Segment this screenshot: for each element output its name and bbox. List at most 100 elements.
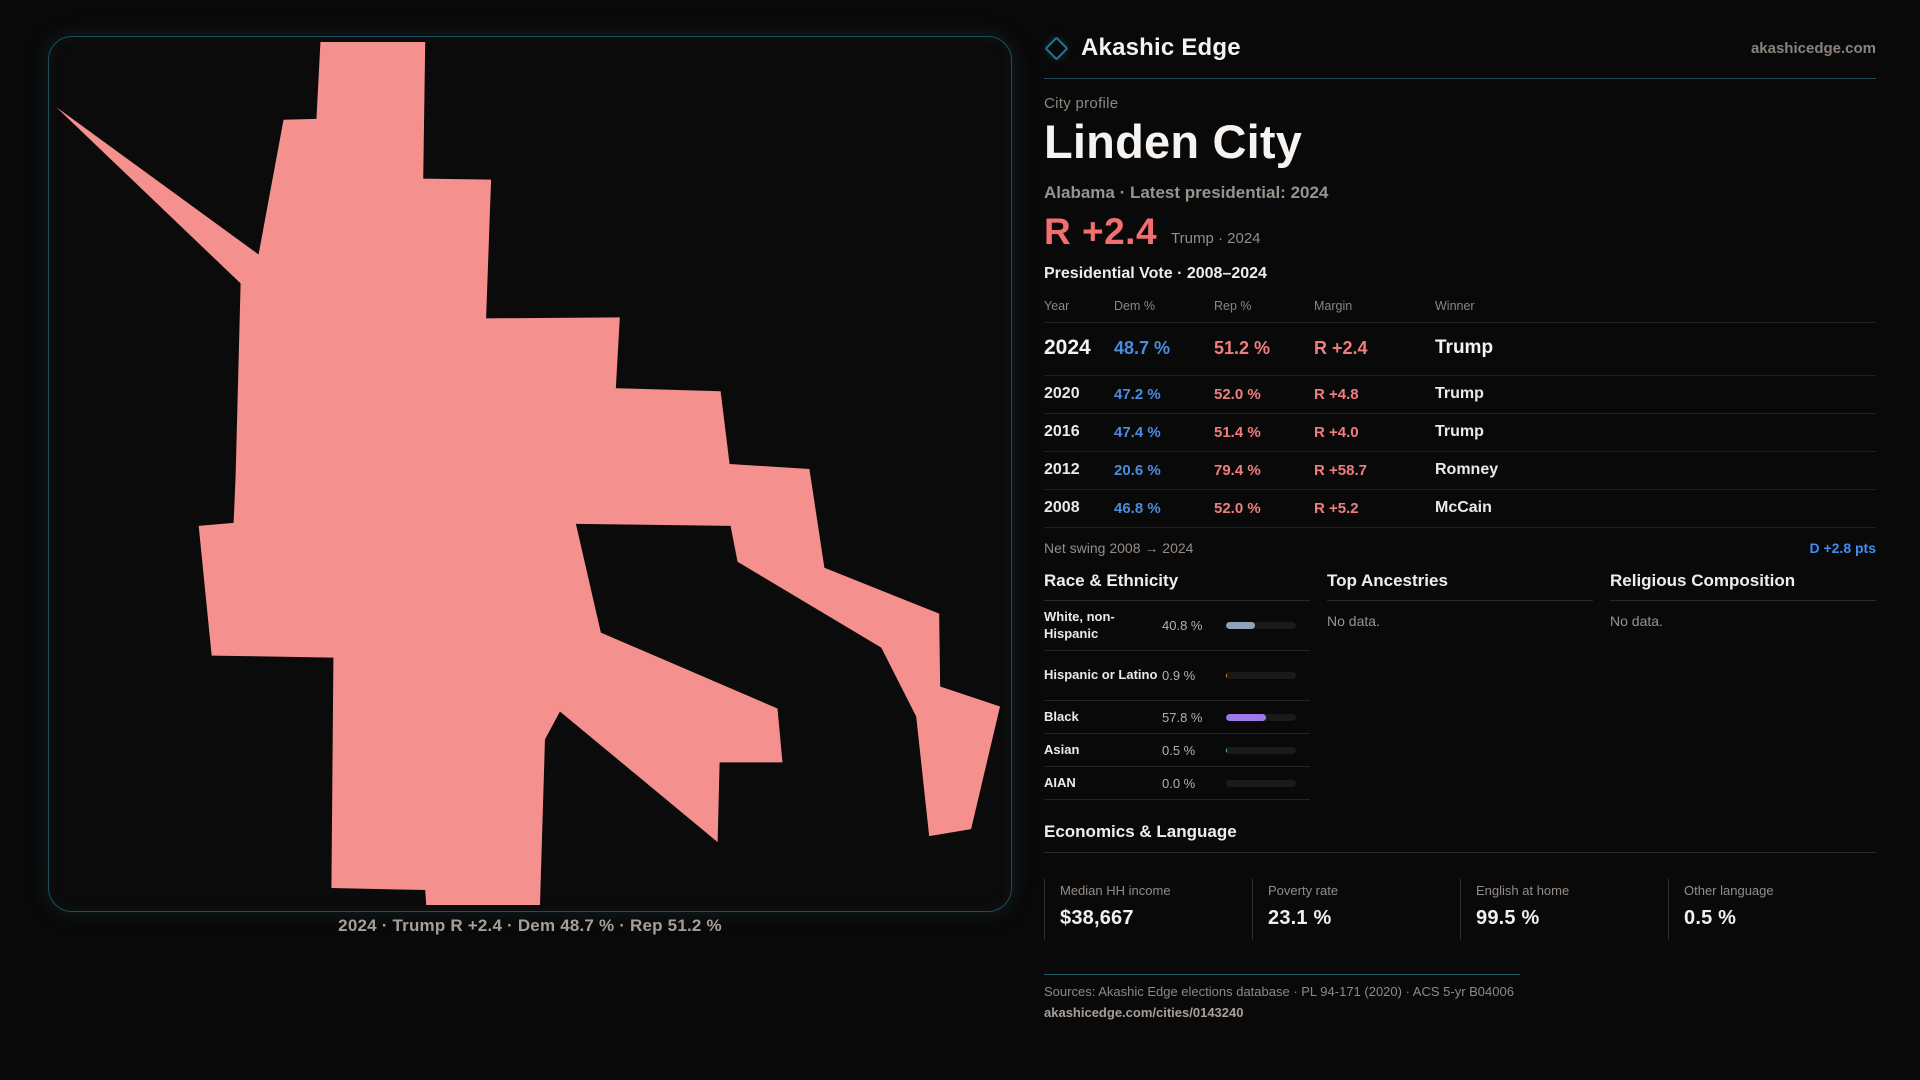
vote-table: Year Dem % Rep % Margin Winner 2024 48.7… — [1044, 291, 1876, 528]
kicker: City profile — [1044, 95, 1119, 112]
race-row: AIAN 0.0 % — [1044, 767, 1310, 800]
col-header-margin: Margin — [1314, 291, 1435, 323]
cell-year: 2008 — [1044, 489, 1114, 528]
vote-table-header-row: Year Dem % Rep % Margin Winner — [1044, 291, 1876, 323]
cell-year: 2012 — [1044, 451, 1114, 490]
header: Akashic Edge akashicedge.com — [1044, 28, 1876, 68]
race-row: White, non-Hispanic 40.8 % — [1044, 601, 1310, 651]
cell-winner: Romney — [1435, 451, 1876, 490]
diamond-logo-icon — [1044, 35, 1069, 61]
cell-dem: 47.4 % — [1114, 413, 1214, 452]
vote-table-title: Presidential Vote · 2008–2024 — [1044, 265, 1267, 282]
religion-empty-state: No data. — [1610, 613, 1663, 629]
stat-value: 0.5 % — [1684, 907, 1737, 929]
cell-winner: Trump — [1435, 322, 1876, 376]
cell-dem: 48.7 % — [1114, 322, 1214, 376]
cell-rep: 51.2 % — [1214, 322, 1314, 376]
race-bar-track — [1226, 779, 1296, 787]
net-swing-value: D +2.8 pts — [1809, 540, 1876, 556]
race-bar-fill — [1226, 713, 1267, 721]
race-section-title: Race & Ethnicity — [1044, 571, 1310, 601]
state-subtitle: Alabama · Latest presidential: 2024 — [1044, 183, 1329, 202]
race-value: 0.5 % — [1162, 742, 1196, 758]
cell-dem: 46.8 % — [1114, 489, 1214, 528]
city-map-panel — [48, 36, 1012, 912]
profile-content: Akashic Edge akashicedge.com City profil… — [1044, 28, 1876, 1020]
headline-margin-note: Trump · 2024 — [1171, 230, 1261, 247]
cell-margin: R +4.0 — [1314, 413, 1435, 452]
city-boundary-shape — [55, 41, 1001, 906]
race-bar-track — [1226, 713, 1296, 721]
footer-divider — [1044, 974, 1520, 975]
brand-domain-link[interactable]: akashicedge.com — [1750, 39, 1876, 57]
table-row: 2012 20.6 % 79.4 % R +58.7 Romney — [1044, 451, 1876, 490]
table-row: 2008 46.8 % 52.0 % R +5.2 McCain — [1044, 489, 1876, 528]
religion-section: Religious Composition No data. — [1610, 571, 1876, 800]
brand-name: Akashic Edge — [1081, 34, 1241, 61]
race-label: White, non-Hispanic — [1044, 609, 1115, 641]
net-swing-row: Net swing 2008 → 2024 D +2.8 pts — [1044, 528, 1876, 567]
table-row: 2024 48.7 % 51.2 % R +2.4 Trump — [1044, 322, 1876, 376]
race-ethnicity-section: Race & Ethnicity White, non-Hispanic 40.… — [1044, 571, 1310, 800]
cell-year: 2016 — [1044, 413, 1114, 452]
ancestries-section: Top Ancestries No data. — [1327, 571, 1593, 800]
sources-text: Sources: Akashic Edge elections database… — [1044, 984, 1514, 999]
race-value: 40.8 % — [1162, 618, 1203, 633]
net-swing-label: Net swing 2008 → 2024 — [1044, 540, 1194, 556]
map-caption: 2024 · Trump R +2.4 · Dem 48.7 % · Rep 5… — [338, 916, 722, 935]
cell-rep: 51.4 % — [1214, 413, 1314, 452]
table-row: 2016 47.4 % 51.4 % R +4.0 Trump — [1044, 413, 1876, 452]
race-bar-track — [1226, 746, 1296, 754]
stat-cell: English at home 99.5 % — [1460, 879, 1668, 940]
race-bar-track — [1226, 672, 1296, 679]
cell-winner: Trump — [1435, 413, 1876, 452]
race-label: Asian — [1044, 741, 1080, 757]
stat-cell: Other language 0.5 % — [1668, 879, 1876, 940]
col-header-dem: Dem % — [1114, 291, 1214, 323]
col-header-year: Year — [1044, 291, 1114, 323]
stat-value: 99.5 % — [1476, 907, 1540, 929]
race-bar-fill — [1226, 622, 1255, 629]
demographics-columns: Race & Ethnicity White, non-Hispanic 40.… — [1044, 571, 1876, 800]
race-label: Hispanic or Latino — [1044, 667, 1158, 683]
race-label: Black — [1044, 708, 1079, 724]
cell-winner: McCain — [1435, 489, 1876, 528]
permalink[interactable]: akashicedge.com/cities/0143240 — [1044, 1005, 1244, 1020]
cell-rep: 79.4 % — [1214, 451, 1314, 490]
cell-margin: R +4.8 — [1314, 375, 1435, 414]
stat-value: $38,667 — [1060, 907, 1134, 929]
race-value: 0.0 % — [1162, 775, 1196, 791]
race-bar-fill — [1226, 672, 1228, 679]
stat-label: Median HH income — [1060, 883, 1171, 898]
header-divider — [1044, 78, 1876, 79]
race-row: Asian 0.5 % — [1044, 734, 1310, 767]
city-boundary-map — [55, 41, 1001, 906]
cell-dem: 20.6 % — [1114, 451, 1214, 490]
race-label: AIAN — [1044, 774, 1076, 790]
race-bar-track — [1226, 622, 1296, 629]
headline-margin-row: R +2.4 Trump · 2024 — [1044, 211, 1876, 253]
col-header-rep: Rep % — [1214, 291, 1314, 323]
cell-margin: R +2.4 — [1314, 322, 1435, 376]
headline-margin-value: R +2.4 — [1044, 211, 1158, 252]
cell-rep: 52.0 % — [1214, 489, 1314, 528]
cell-year: 2024 — [1044, 322, 1114, 376]
stat-label: English at home — [1476, 883, 1570, 898]
economics-stats: Median HH income $38,667 Poverty rate 23… — [1044, 879, 1876, 940]
stat-cell: Poverty rate 23.1 % — [1252, 879, 1460, 940]
cell-rep: 52.0 % — [1214, 375, 1314, 414]
race-row: Black 57.8 % — [1044, 701, 1310, 734]
ancestries-empty-state: No data. — [1327, 613, 1380, 629]
race-value: 57.8 % — [1162, 709, 1203, 725]
cell-dem: 47.2 % — [1114, 375, 1214, 414]
religion-section-title: Religious Composition — [1610, 571, 1876, 601]
cell-margin: R +5.2 — [1314, 489, 1435, 528]
cell-winner: Trump — [1435, 375, 1876, 414]
race-value: 0.9 % — [1162, 668, 1196, 683]
economics-section-title: Economics & Language — [1044, 822, 1876, 853]
brand: Akashic Edge — [1044, 34, 1241, 62]
table-row: 2020 47.2 % 52.0 % R +4.8 Trump — [1044, 375, 1876, 414]
ancestries-section-title: Top Ancestries — [1327, 571, 1593, 601]
race-bar-fill — [1226, 746, 1228, 754]
